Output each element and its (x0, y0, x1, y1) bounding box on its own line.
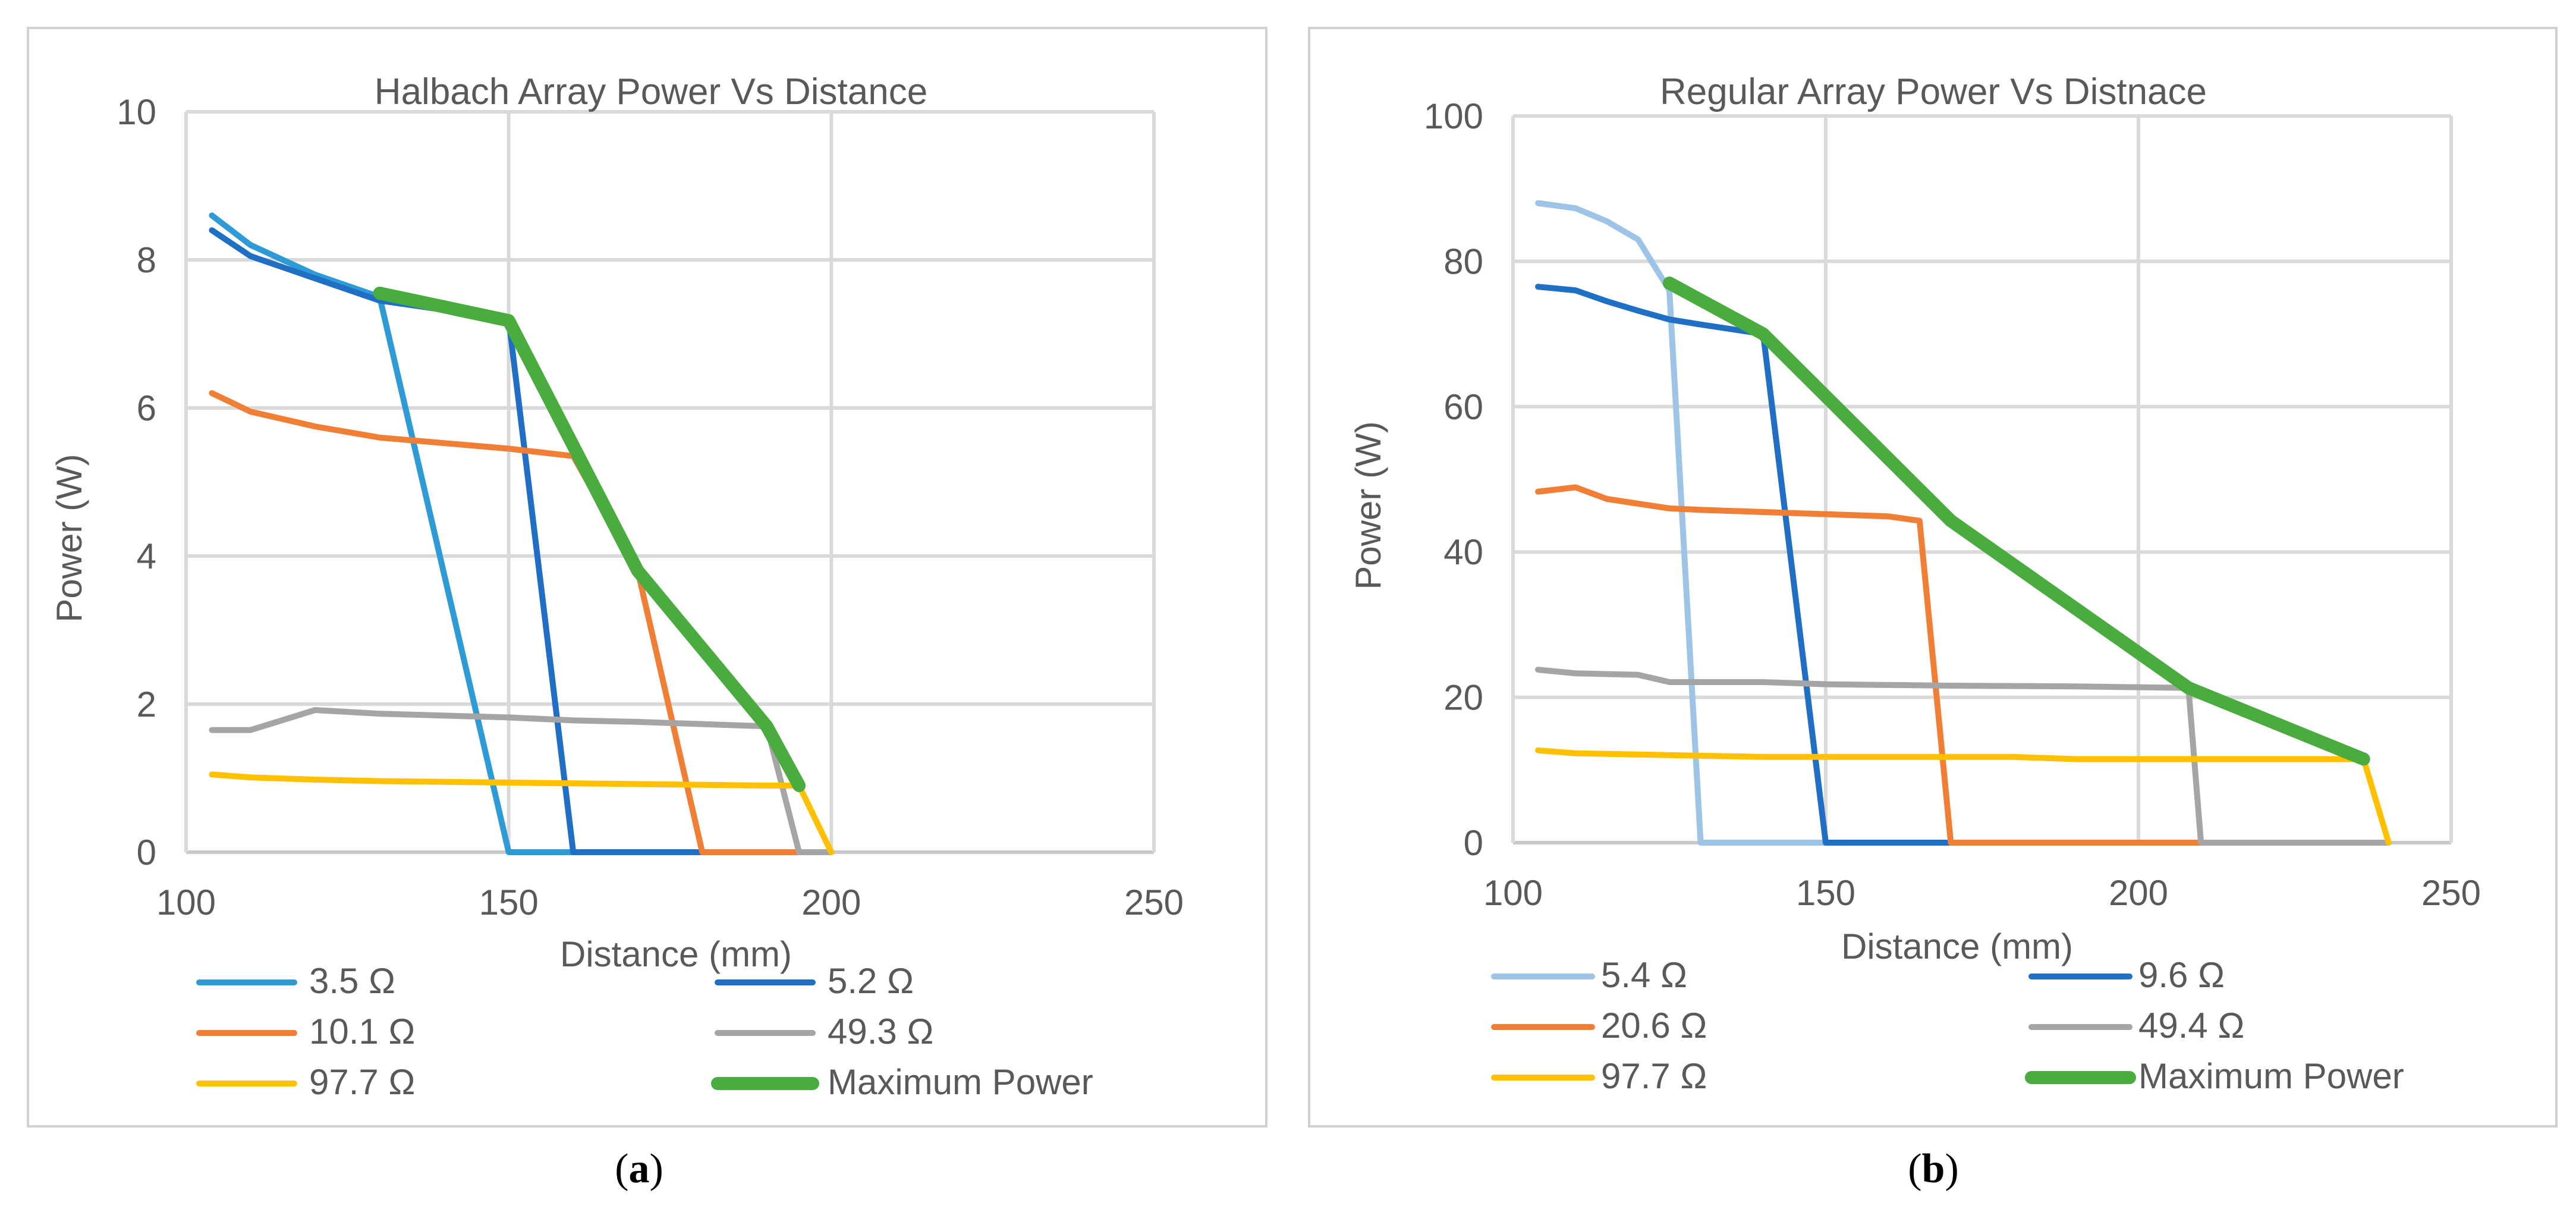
chart-panel-a: Halbach Array Power Vs Distance 0246810 … (27, 27, 1267, 1192)
y-tick-label: 0 (137, 833, 156, 872)
legend-label: 20.6 Ω (1601, 1006, 1707, 1045)
y-axis-title: Power (W) (49, 454, 89, 622)
legend-label: 3.5 Ω (309, 961, 395, 1001)
legend-label: 5.4 Ω (1601, 955, 1687, 995)
chart-frame (1308, 27, 2558, 1128)
x-tick-labels: 100 150 200 250 (1483, 873, 2481, 913)
y-axis-title: Power (W) (1348, 421, 1388, 589)
x-tick-label: 250 (1124, 883, 1184, 922)
chart-title: Regular Array Power Vs Distnace (1660, 71, 2207, 112)
legend-label: 49.4 Ω (2138, 1006, 2244, 1045)
plot-gridlines (184, 110, 1156, 854)
legend-label: 97.7 Ω (1601, 1056, 1707, 1096)
panel-caption: (b) (1908, 1146, 1959, 1192)
y-tick-label: 60 (1443, 387, 1483, 427)
legend-label: 5.2 Ω (828, 961, 914, 1001)
series-line-r5 (209, 771, 835, 855)
legend: 5.4 Ω 9.6 Ω 20.6 Ω 49.4 Ω 97.7 Ω Maximum Powe… (1491, 955, 2404, 1096)
y-tick-label: 6 (137, 388, 156, 428)
series-line-r1 (1535, 200, 1829, 846)
y-tick-label: 2 (137, 684, 156, 724)
y-tick-label: 8 (137, 240, 156, 280)
y-tick-labels: 0 20 40 60 80 100 (1424, 96, 1483, 863)
legend: 3.5 Ω 5.2 Ω 10.1 Ω 49.3 Ω 97.7 Ω Maximum Powe… (196, 961, 1093, 1102)
series-line-r3 (209, 390, 803, 855)
series-line-r3 (1535, 484, 2204, 846)
panel-caption: (a) (615, 1146, 663, 1192)
series-line-r4 (1535, 667, 2392, 846)
legend-label: Maximum Power (2138, 1056, 2404, 1096)
legend-label: 10.1 Ω (309, 1012, 415, 1051)
series-line-r4 (209, 706, 835, 855)
y-tick-label: 20 (1443, 678, 1483, 718)
legend-label: 49.3 Ω (828, 1012, 933, 1051)
y-tick-label: 80 (1443, 241, 1483, 281)
x-tick-label: 200 (801, 883, 861, 922)
series-line-r2 (1535, 284, 1954, 846)
y-tick-label: 100 (1424, 96, 1483, 136)
y-tick-label: 10 (117, 92, 156, 132)
x-tick-labels: 100 150 200 250 (156, 883, 1184, 922)
plot-series (209, 212, 835, 855)
series-line-r5 (1535, 747, 2392, 846)
plot-series (1535, 200, 2392, 846)
x-tick-label: 150 (479, 883, 539, 922)
y-tick-labels: 0 2 4 6 8 10 (117, 92, 156, 872)
x-axis-title: Distance (mm) (560, 934, 792, 974)
y-tick-label: 40 (1443, 532, 1483, 572)
legend-label: 97.7 Ω (309, 1062, 415, 1102)
y-tick-label: 0 (1464, 823, 1483, 863)
x-tick-label: 150 (1796, 873, 1855, 913)
legend-label: Maximum Power (828, 1062, 1093, 1102)
x-axis-title: Distance (mm) (1841, 927, 2073, 966)
x-tick-label: 100 (1483, 873, 1543, 913)
chart-title: Halbach Array Power Vs Distance (375, 71, 927, 112)
series-line-maximum-power (373, 287, 806, 792)
x-tick-label: 250 (2421, 873, 2481, 913)
legend-label: 9.6 Ω (2138, 955, 2225, 995)
x-tick-label: 100 (156, 883, 216, 922)
series-line-maximum-power (1663, 277, 2370, 766)
y-tick-label: 4 (137, 536, 156, 576)
chart-panel-b: Regular Array Power Vs Distnace 0 20 40 60 8… (1308, 27, 2558, 1192)
x-tick-label: 200 (2109, 873, 2168, 913)
